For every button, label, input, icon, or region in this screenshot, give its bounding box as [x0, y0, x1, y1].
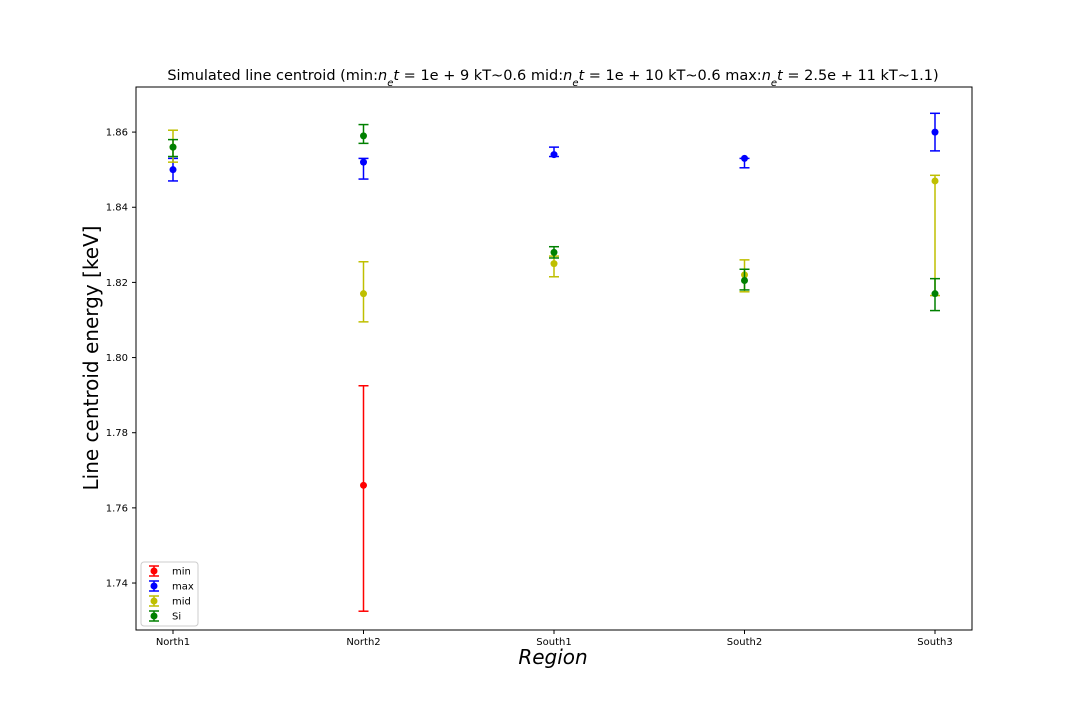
legend-marker: [150, 597, 158, 605]
y-axis-label: Line centroid energy [keV]: [79, 226, 103, 491]
series-si: [168, 123, 940, 312]
data-point: [360, 290, 367, 298]
legend-item: min: [149, 565, 191, 578]
x-tick-label: North2: [346, 637, 380, 648]
x-tick-label: South1: [536, 637, 571, 648]
data-point: [169, 166, 177, 174]
legend-marker: [150, 567, 158, 575]
data-point: [931, 177, 939, 185]
legend: min max mid Si: [140, 561, 199, 627]
data-point: [931, 290, 939, 298]
y-tick-label: 1.80: [106, 353, 128, 364]
x-tick-label: North1: [156, 637, 190, 648]
legend-marker: [150, 582, 158, 590]
x-tick-label: South2: [727, 637, 762, 648]
legend-item: mid: [149, 595, 191, 608]
legend-label: mid: [172, 597, 191, 608]
data-point: [360, 481, 367, 489]
x-axis: North1 North2 South1 South2 South3: [156, 630, 953, 648]
data-point: [550, 151, 558, 159]
chart-title: Simulated line centroid (min:net = 1e + …: [167, 68, 938, 89]
data-point: [931, 128, 939, 136]
legend-label: Si: [172, 612, 181, 623]
y-tick-label: 1.74: [106, 579, 128, 590]
legend-item: Si: [149, 610, 181, 623]
data-point: [360, 132, 367, 140]
legend-label: max: [172, 582, 194, 593]
data-point: [360, 158, 367, 166]
plot-frame: [135, 86, 973, 631]
y-tick-label: 1.86: [106, 128, 128, 139]
legend-label: min: [172, 567, 191, 578]
y-tick-label: 1.78: [106, 428, 128, 439]
y-axis: 1.74 1.76 1.78 1.80 1.82 1.84 1.86: [106, 128, 136, 590]
data-point: [550, 248, 558, 256]
x-tick-label: South3: [917, 637, 952, 648]
series-min: [358, 384, 369, 612]
y-tick-label: 1.84: [106, 203, 128, 214]
legend-item: max: [149, 580, 194, 593]
y-tick-label: 1.76: [106, 503, 128, 514]
legend-box: [140, 561, 199, 627]
y-tick-label: 1.82: [106, 278, 128, 289]
data-point: [550, 260, 558, 268]
legend-marker: [150, 612, 158, 620]
data-point: [741, 154, 748, 162]
x-axis-label: Region: [518, 645, 587, 669]
series-layer: [168, 112, 940, 612]
data-point: [169, 143, 177, 151]
data-point: [741, 277, 748, 285]
